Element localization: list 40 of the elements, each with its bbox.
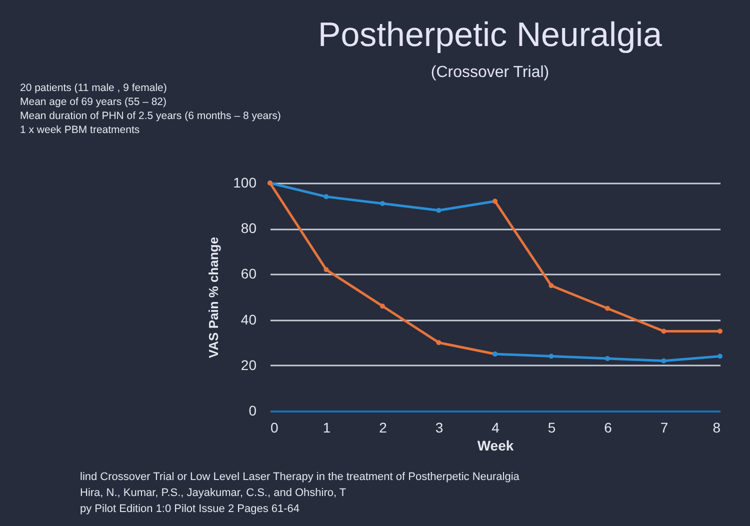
x-tick-label: 2 xyxy=(379,420,388,436)
y-tick-label: 40 xyxy=(240,311,257,328)
text: Hira, N., Kumar, P.S., Jayakumar, C.S., and Ohshiro, T xyxy=(80,487,346,499)
point xyxy=(548,283,554,288)
point xyxy=(661,328,666,334)
point xyxy=(380,304,385,309)
text: 20 patients (11 male , 9 female) xyxy=(20,82,167,94)
point xyxy=(605,356,610,362)
x-tick-label: 4 xyxy=(492,420,500,436)
text: Mean age of 69 years (55 – 82) xyxy=(20,96,167,108)
text: Mean duration of PHN of 2.5 years (6 months – 8 years) xyxy=(20,110,281,122)
point xyxy=(324,267,329,272)
x-tick-label: 7 xyxy=(660,420,668,436)
chart-subtitle: (Crossover Trial) xyxy=(430,64,550,81)
y-tick-label: 100 xyxy=(233,174,257,190)
x-tick-label: 5 xyxy=(548,420,556,436)
point xyxy=(436,208,442,213)
point xyxy=(718,354,722,359)
point xyxy=(324,194,329,200)
y-tick-label: 20 xyxy=(240,356,257,373)
point xyxy=(436,340,442,346)
y-tick-label: 80 xyxy=(240,220,257,236)
y-axis-title: VAS Pain % change xyxy=(206,236,222,358)
text: lind Crossover Trial or Low Level Laser Therapy in the treatment of Postherpetic Neuralgia xyxy=(80,471,520,483)
point xyxy=(661,358,666,364)
x-tick-label: 8 xyxy=(712,420,721,436)
text: py Pilot Edition 1:0 Pilot Issue 2 Pages 61-64 xyxy=(80,503,300,515)
y-tick-label: 60 xyxy=(240,266,257,282)
x-tick-label: 3 xyxy=(435,420,444,436)
text: 1 x week PBM treatments xyxy=(20,124,140,136)
x-tick-label: 6 xyxy=(604,420,612,436)
point xyxy=(548,354,554,359)
y-tick-label: 0 xyxy=(248,402,257,418)
chart-title: Postherpetic Neuralgia xyxy=(318,16,662,54)
x-tick-label: 1 xyxy=(322,420,331,436)
x-axis-title: Week xyxy=(477,438,514,454)
point xyxy=(605,306,610,311)
point xyxy=(718,328,722,334)
x-tick-label: 0 xyxy=(270,420,278,436)
point xyxy=(380,201,385,206)
